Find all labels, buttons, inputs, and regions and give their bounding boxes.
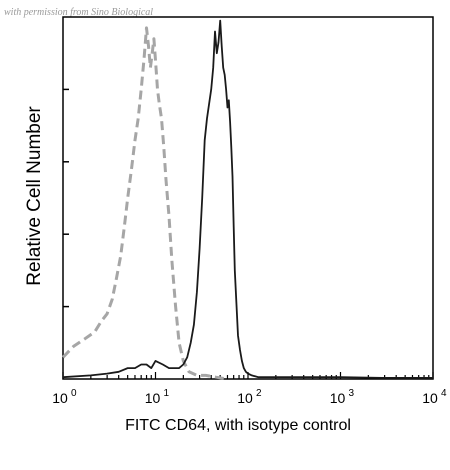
x-tick-exponent: 3 — [349, 388, 355, 399]
y-axis-label: Relative Cell Number — [24, 106, 45, 286]
x-tick-label: 10 2 — [237, 388, 262, 406]
plot-frame — [62, 16, 434, 380]
x-tick-exponent: 0 — [71, 388, 77, 399]
x-axis-label: FITC CD64, with isotype control — [125, 417, 351, 434]
x-tick-label: 10 4 — [422, 388, 447, 406]
x-tick-base: 10 — [237, 390, 253, 406]
y-axis-ticks — [63, 88, 69, 308]
x-tick-base: 10 — [330, 390, 346, 406]
x-tick-exponent: 2 — [256, 388, 262, 399]
x-tick-labels: 10 0 10 1 10 2 10 3 10 4 — [52, 388, 447, 406]
watermark-text: with permission from Sino Biological — [4, 7, 153, 18]
x-tick-label: 10 3 — [330, 388, 355, 406]
plot-area — [61, 16, 434, 381]
x-tick-label: 10 1 — [145, 388, 170, 406]
x-axis-ticks — [62, 372, 434, 379]
x-tick-base: 10 — [145, 390, 161, 406]
series-layer — [61, 19, 433, 381]
x-tick-base: 10 — [52, 390, 68, 406]
x-tick-label: 10 0 — [52, 388, 77, 406]
fitc-cd64-curve — [62, 19, 433, 379]
x-tick-base: 10 — [422, 390, 438, 406]
isotype-control-curve — [61, 26, 228, 381]
x-tick-exponent: 4 — [441, 388, 447, 399]
x-tick-exponent: 1 — [164, 388, 170, 399]
